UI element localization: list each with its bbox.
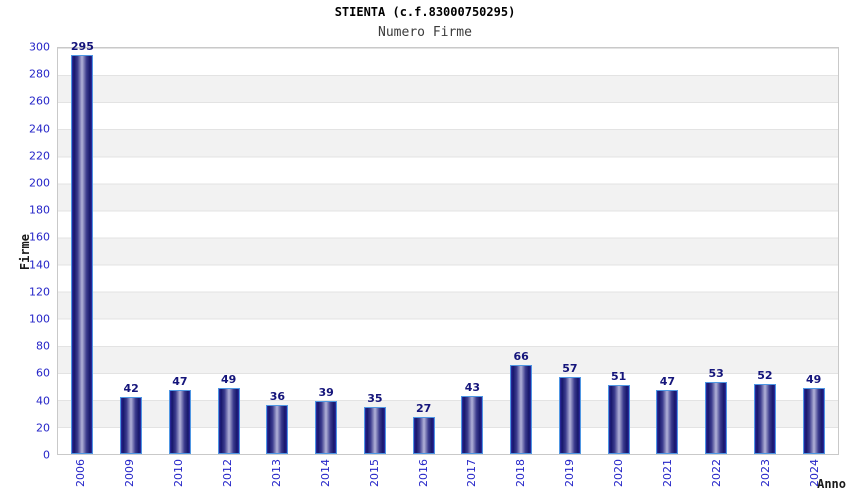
bar-value-label: 52 [757, 368, 773, 382]
bar-2014: 39 [315, 386, 338, 454]
x-tick-2023: 2023 [758, 459, 772, 487]
bar-value-label: 35 [367, 391, 383, 405]
bar-value-label: 27 [415, 402, 432, 416]
x-tick-2006: 2006 [74, 459, 88, 487]
chart-title: STIENTA (c.f.83000750295) [334, 5, 516, 19]
y-tick-200: 200 [29, 176, 50, 190]
y-tick-40: 40 [36, 394, 50, 408]
y-tick-100: 100 [29, 312, 50, 326]
x-tick-2021: 2021 [660, 459, 674, 487]
bar-2015: 35 [363, 392, 386, 454]
bar-2019: 57 [558, 362, 581, 454]
bar-2012: 49 [217, 373, 240, 454]
bar-value-label: 57 [562, 361, 578, 375]
bar-value-label: 47 [659, 375, 676, 389]
bar-2010: 47 [168, 375, 191, 454]
y-tick-240: 240 [29, 122, 50, 136]
bar-2024: 49 [802, 373, 825, 454]
x-tick-2010: 2010 [172, 459, 186, 487]
y-tick-180: 180 [29, 203, 50, 217]
y-tick-140: 140 [29, 258, 50, 272]
bar-2020: 51 [607, 370, 630, 454]
bar-2022: 53 [705, 367, 728, 454]
x-tick-2017: 2017 [465, 459, 479, 487]
x-tick-2022: 2022 [709, 459, 723, 487]
y-tick-160: 160 [29, 230, 50, 244]
x-tick-2009: 2009 [123, 459, 137, 487]
bar-2023: 52 [753, 369, 776, 454]
y-tick-0: 0 [43, 448, 50, 462]
bar-2006: 295 [71, 40, 94, 454]
bar-value-label: 39 [318, 386, 334, 400]
x-tick-2016: 2016 [416, 459, 430, 487]
y-tick-80: 80 [36, 339, 50, 353]
x-tick-2020: 2020 [612, 459, 626, 487]
x-tick-2015: 2015 [367, 459, 381, 487]
y-tick-300: 300 [29, 40, 50, 54]
y-tick-20: 20 [36, 421, 50, 435]
y-tick-60: 60 [36, 366, 50, 380]
x-axis-title: Anno [817, 477, 846, 491]
y-tick-220: 220 [29, 149, 50, 163]
bar-2021: 47 [656, 375, 679, 454]
y-tick-280: 280 [29, 67, 50, 81]
bar-value-label: 66 [513, 349, 529, 363]
plot-area: 295 42 47 49 36 39 35 27 43 66 57 51 47 53 52 49 [57, 40, 839, 455]
bar-2017: 43 [461, 381, 484, 454]
x-tick-2018: 2018 [514, 459, 528, 487]
bar-value-label: 295 [70, 39, 94, 53]
bar-value-label: 36 [269, 390, 286, 404]
bar-value-label: 51 [610, 369, 627, 383]
x-tick-2014: 2014 [318, 459, 332, 487]
chart-subtitle: Numero Firme [378, 25, 472, 40]
bar-value-label: 53 [708, 367, 724, 381]
bar-2016: 27 [412, 402, 435, 454]
x-tick-2013: 2013 [269, 459, 283, 487]
bar-value-label: 49 [220, 372, 237, 386]
y-tick-120: 120 [29, 285, 50, 299]
bar-value-label: 42 [123, 382, 139, 396]
bar-2009: 42 [120, 382, 143, 454]
y-tick-260: 260 [29, 94, 50, 108]
bar-value-label: 47 [172, 375, 188, 389]
bar-2018: 66 [510, 350, 533, 454]
bar-2013: 36 [266, 390, 289, 454]
x-tick-2019: 2019 [563, 459, 577, 487]
bar-value-label: 49 [805, 372, 822, 386]
bar-value-label: 43 [464, 380, 481, 394]
x-tick-2012: 2012 [221, 459, 235, 487]
